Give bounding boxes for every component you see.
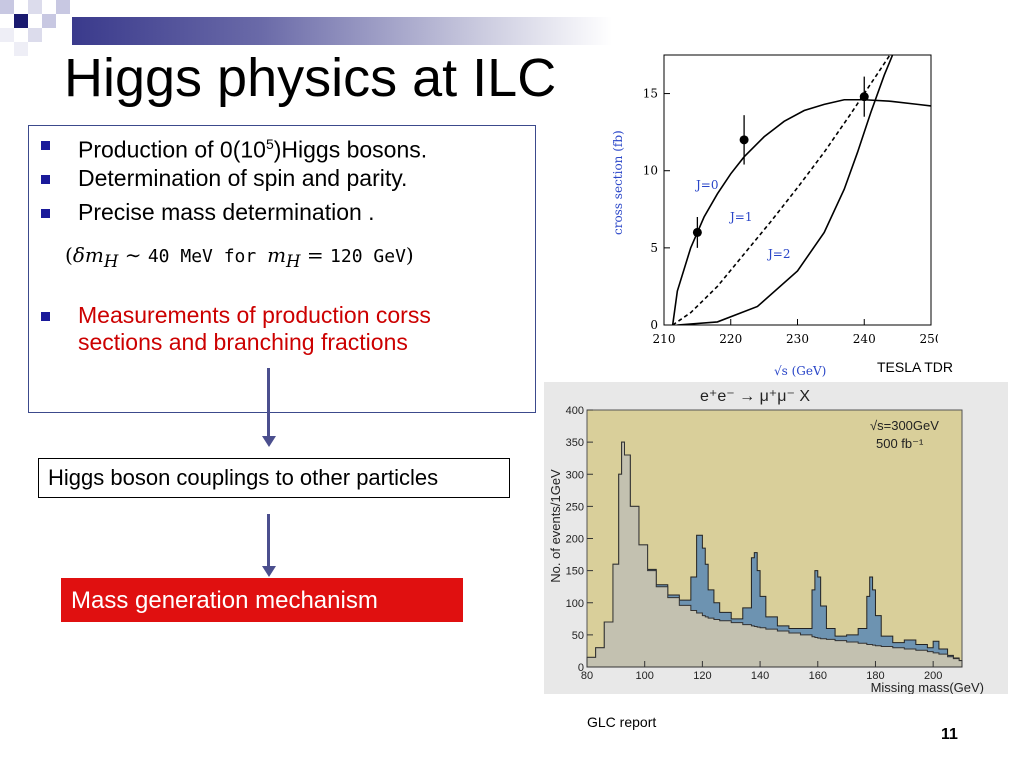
mass-generation-box: Mass generation mechanism bbox=[61, 578, 463, 622]
data-point bbox=[692, 227, 702, 237]
y-tick-label: 300 bbox=[566, 469, 584, 481]
corner-square bbox=[14, 42, 28, 56]
y-axis-label: cross section (fb) bbox=[611, 130, 625, 235]
x-axis-label: √s (GeV) bbox=[774, 364, 826, 378]
title-bar-gradient bbox=[72, 17, 612, 45]
bullet-text: Determination of spin and parity. bbox=[78, 165, 408, 191]
corner-square bbox=[42, 14, 56, 28]
y-tick-label: 0 bbox=[650, 318, 658, 332]
x-tick-label: 120 bbox=[693, 670, 711, 682]
flow-arrow-head-icon bbox=[262, 566, 276, 577]
data-point bbox=[859, 92, 869, 102]
series-line-j2 bbox=[677, 55, 894, 325]
x-tick-label: 140 bbox=[751, 670, 769, 682]
x-tick-label: 180 bbox=[866, 670, 884, 682]
flow-arrow-line bbox=[267, 368, 270, 436]
series-label-j2: J=2 bbox=[766, 247, 791, 261]
background-histogram bbox=[586, 441, 963, 668]
series-label-j0: J=0 bbox=[694, 178, 719, 192]
y-tick-label: 15 bbox=[643, 87, 658, 101]
x-tick-label: 250 bbox=[920, 332, 938, 346]
y-tick-label: 250 bbox=[566, 501, 584, 513]
missing-mass-histogram: 80 100 120 140 160 180 200 0 50 100 150 200 250 300 35… bbox=[544, 382, 1008, 694]
page-number: 11 bbox=[941, 726, 958, 743]
tesla-source-label: TESLA TDR bbox=[877, 359, 953, 375]
x-tick-label: 210 bbox=[653, 332, 676, 346]
y-tick-label: 350 bbox=[566, 437, 584, 449]
x-tick-label: 240 bbox=[853, 332, 876, 346]
bullet-text: Production of 0(10 bbox=[78, 136, 266, 163]
y-tick-label: 10 bbox=[643, 164, 658, 178]
bullet-square-icon bbox=[41, 175, 50, 184]
flow-arrow-head-icon bbox=[262, 436, 276, 447]
corner-square bbox=[0, 0, 14, 14]
y-tick-label: 200 bbox=[566, 534, 584, 546]
y-tick-label: 0 bbox=[578, 662, 584, 674]
bullet-text: )Higgs bosons. bbox=[273, 136, 428, 163]
data-point bbox=[739, 135, 749, 145]
corner-square bbox=[14, 14, 28, 28]
bullet-text: sections and branching fractions bbox=[78, 329, 408, 355]
flow-arrow-line bbox=[267, 514, 270, 566]
couplings-box: Higgs boson couplings to other particles bbox=[38, 458, 510, 498]
x-tick-label: 160 bbox=[809, 670, 827, 682]
annotation-energy: √s=300GeV bbox=[870, 418, 939, 433]
corner-square bbox=[28, 28, 42, 42]
y-tick-label: 100 bbox=[566, 598, 584, 610]
bullet-text: Precise mass determination . bbox=[78, 199, 375, 225]
series-label-j1: J=1 bbox=[728, 210, 753, 224]
y-tick-label: 5 bbox=[650, 241, 658, 255]
bullet-square-icon bbox=[41, 312, 50, 321]
y-axis-label: No. of events/1GeV bbox=[548, 469, 563, 583]
annotation-luminosity: 500 fb⁻¹ bbox=[876, 436, 924, 451]
bullet-superscript: 5 bbox=[265, 136, 274, 152]
bullet-square-icon bbox=[41, 141, 50, 150]
x-tick-label: 230 bbox=[786, 332, 809, 346]
y-tick-label: 150 bbox=[566, 566, 584, 578]
cross-section-chart: 210 220 230 240 250 0 5 10 15 cross section (fb)… bbox=[608, 45, 938, 385]
bullet-box: Production of 0(105)Higgs bosons. Determ… bbox=[28, 125, 536, 413]
corner-square bbox=[28, 0, 42, 14]
x-tick-label: 100 bbox=[636, 670, 654, 682]
bullet-square-icon bbox=[41, 209, 50, 218]
chart-background bbox=[608, 45, 938, 385]
x-tick-label: 220 bbox=[719, 332, 742, 346]
glc-source-label: GLC report bbox=[587, 714, 657, 730]
y-tick-label: 50 bbox=[572, 630, 584, 642]
slide-title: Higgs physics at ILC bbox=[64, 48, 557, 108]
corner-square bbox=[0, 28, 14, 42]
mass-resolution-formula: (δmH ∼ 40 MeV for mH = 120 GeV) bbox=[65, 243, 414, 271]
corner-square bbox=[56, 0, 70, 14]
x-axis-label: Missing mass(GeV) bbox=[871, 680, 984, 694]
x-tick-label: 80 bbox=[581, 670, 593, 682]
y-tick-label: 400 bbox=[566, 405, 584, 417]
histogram-title: e⁺e⁻ → μ⁺μ⁻ X bbox=[700, 388, 810, 405]
x-tick-label: 200 bbox=[924, 670, 942, 682]
bullet-text: Measurements of production corss bbox=[78, 302, 431, 328]
